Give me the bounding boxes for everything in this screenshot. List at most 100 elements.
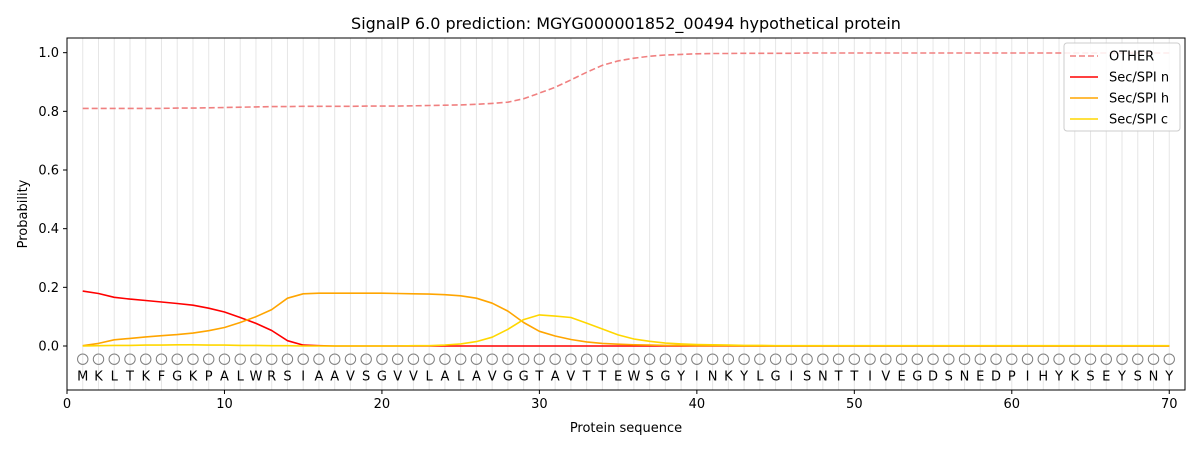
legend-label: OTHER: [1109, 50, 1154, 65]
region-marker: [1069, 353, 1081, 365]
region-marker: [864, 353, 876, 365]
residue-label: I: [789, 369, 793, 384]
region-marker: [470, 353, 483, 365]
region-marker: [218, 353, 231, 365]
residue-label: N: [1149, 369, 1159, 384]
region-marker: [895, 353, 908, 365]
region-marker: [580, 353, 593, 365]
legend-label: Sec/SPI c: [1109, 113, 1168, 128]
region-marker: [848, 353, 861, 365]
residue-label: Y: [1117, 369, 1126, 384]
residue-label: P: [205, 369, 213, 384]
residue-label: N: [708, 369, 718, 384]
region-marker: [612, 353, 624, 365]
residue-label: E: [897, 369, 905, 384]
x-tick-label: 0: [63, 397, 71, 412]
legend-label: Sec/SPI n: [1109, 71, 1169, 86]
region-marker: [1147, 353, 1160, 365]
region-marker: [943, 353, 955, 365]
legend-label: Sec/SPI h: [1109, 92, 1169, 107]
region-marker: [1163, 353, 1175, 365]
region-marker: [155, 353, 168, 365]
region-marker: [250, 353, 262, 365]
y-tick-label: 0.8: [38, 105, 59, 120]
x-tick-label: 70: [1161, 397, 1178, 412]
residue-label: A: [314, 369, 323, 384]
region-marker: [203, 353, 215, 365]
residue-label: E: [614, 369, 622, 384]
residue-label: V: [393, 369, 402, 384]
residue-label: W: [250, 369, 263, 384]
region-marker: [360, 353, 372, 365]
region-marker: [502, 353, 514, 365]
residue-label: A: [330, 369, 339, 384]
residue-label: S: [283, 369, 291, 384]
residue-label: V: [488, 369, 497, 384]
region-marker: [1053, 353, 1065, 365]
y-tick-label: 0.6: [38, 164, 59, 179]
residue-label: S: [945, 369, 953, 384]
region-marker: [1006, 353, 1018, 365]
residue-label: T: [834, 369, 843, 384]
region-marker: [927, 353, 939, 365]
region-marker: [1021, 353, 1034, 365]
residue-label: Y: [676, 369, 685, 384]
region-marker: [565, 353, 577, 365]
region-marker: [549, 353, 561, 365]
region-marker: [486, 353, 498, 365]
y-tick-label: 0.2: [38, 281, 59, 296]
region-marker: [92, 353, 105, 365]
residue-label: T: [849, 369, 858, 384]
region-marker: [643, 353, 656, 365]
residue-label: S: [362, 369, 370, 384]
region-marker: [187, 353, 199, 365]
residue-label: G: [912, 369, 922, 384]
region-marker: [533, 353, 546, 365]
series-line: [82, 52, 1170, 110]
residue-label: I: [695, 369, 699, 384]
residue-label: G: [660, 369, 670, 384]
region-marker: [785, 353, 798, 365]
region-marker: [958, 353, 971, 365]
residue-label: E: [976, 369, 984, 384]
residue-label: K: [724, 369, 733, 384]
y-tick-label: 0.4: [38, 222, 59, 237]
region-marker: [281, 353, 294, 365]
x-tick-label: 20: [374, 397, 391, 412]
residue-label: T: [125, 369, 134, 384]
region-marker: [439, 353, 451, 365]
residue-label: T: [534, 369, 543, 384]
region-marker: [1037, 353, 1049, 365]
residue-label: V: [409, 369, 418, 384]
y-axis-label: Probability: [16, 179, 31, 248]
residue-label: G: [172, 369, 182, 384]
residue-label: K: [141, 369, 150, 384]
legend-box: [1063, 42, 1181, 132]
residue-label: N: [818, 369, 828, 384]
region-marker: [990, 353, 1002, 365]
residue-label: G: [519, 369, 529, 384]
residue-label: F: [158, 369, 165, 384]
residue-label: V: [346, 369, 355, 384]
residue-label: P: [1008, 369, 1016, 384]
residue-label: A: [440, 369, 449, 384]
residue-label: E: [1102, 369, 1110, 384]
residue-label: D: [991, 369, 1001, 384]
x-tick-label: 60: [1004, 397, 1021, 412]
region-marker: [1132, 353, 1144, 365]
region-marker: [313, 353, 325, 365]
region-marker: [832, 353, 845, 365]
region-marker: [297, 353, 309, 365]
residue-label: H: [1038, 369, 1048, 384]
region-marker: [328, 353, 341, 365]
residue-label: L: [237, 369, 245, 384]
legend: OTHER Sec/SPI n Sec/SPI h Sec/SPI c: [1063, 42, 1181, 132]
residue-label: L: [111, 369, 119, 384]
region-marker: [423, 353, 435, 365]
x-tick-label: 50: [846, 397, 863, 412]
region-marker: [407, 353, 420, 365]
region-marker: [754, 353, 766, 365]
residue-label: Y: [1054, 369, 1063, 384]
y-tick-label: 1.0: [38, 46, 59, 61]
